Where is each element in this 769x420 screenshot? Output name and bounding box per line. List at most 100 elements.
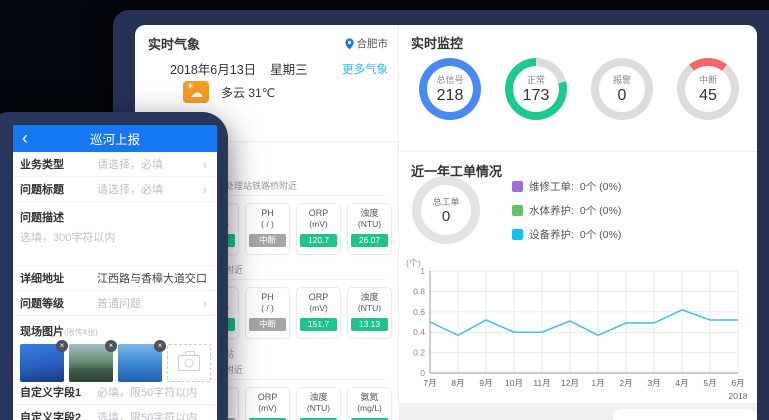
ring-label: 中断 bbox=[698, 75, 717, 85]
address-label: 详细地址 bbox=[20, 273, 64, 285]
sensor-name: PH bbox=[261, 292, 274, 302]
sensor-value-badge: 13.13 bbox=[351, 318, 388, 331]
sensor-card-ORP: ORP (mV) 151.7 bbox=[296, 287, 341, 339]
legend-value: 0个 (0%) bbox=[579, 181, 622, 193]
photo-thumbnail[interactable]: × bbox=[20, 340, 68, 382]
remove-photo-icon[interactable]: × bbox=[154, 340, 166, 352]
city-selector[interactable]: 合肥市 bbox=[344, 36, 389, 51]
legend-label: 维修工单: bbox=[529, 181, 574, 193]
remove-photo-icon[interactable]: × bbox=[105, 340, 117, 352]
ring-value: 218 bbox=[436, 87, 464, 104]
legend-row: 水体养护: 0个 (0%) bbox=[512, 203, 621, 218]
photos-label: 现场图片(限传4张) bbox=[20, 326, 98, 338]
sensor-value-badge: 120.7 bbox=[300, 234, 337, 247]
form-row-issue-title[interactable]: 问题标题 请选择，必填 › bbox=[13, 177, 217, 202]
form-row-custom1[interactable]: 自定义字段1 必填，限50字符以内 bbox=[13, 380, 217, 405]
svg-text:5月: 5月 bbox=[703, 378, 716, 388]
photo-thumbnail[interactable]: × bbox=[118, 340, 166, 382]
svg-text:0.2: 0.2 bbox=[413, 348, 425, 358]
workorders-total-donut: 总工单 0 bbox=[412, 176, 480, 244]
form-row-level[interactable]: 问题等级 普通问题 › bbox=[13, 291, 217, 316]
sensor-name: ORP bbox=[308, 292, 329, 302]
svg-text:10月: 10月 bbox=[505, 378, 523, 388]
weather-date: 2018年6月13日 bbox=[170, 63, 257, 77]
sensor-name: ORP bbox=[257, 392, 278, 402]
camera-icon bbox=[178, 351, 200, 371]
monitoring-title: 实时监控 bbox=[411, 36, 464, 51]
app-title: 巡河上报 bbox=[89, 133, 140, 147]
location-pin-icon bbox=[344, 37, 354, 50]
city-label: 合肥市 bbox=[356, 38, 389, 50]
sensor-value-badge: 中断 bbox=[249, 318, 286, 331]
legend-label: 设备养护: bbox=[529, 229, 574, 241]
custom2-placeholder: 选填，限50字符以内 bbox=[97, 412, 198, 420]
weather-weekday: 星期三 bbox=[270, 63, 308, 77]
svg-text:11月: 11月 bbox=[533, 378, 550, 388]
custom2-label: 自定义字段2 bbox=[20, 412, 82, 420]
business-type-placeholder: 请选择，必填 bbox=[97, 159, 163, 171]
svg-text:1月: 1月 bbox=[591, 378, 604, 388]
sensor-value-badge: 中断 bbox=[249, 234, 286, 247]
legend-row: 维修工单: 0个 (0%) bbox=[512, 179, 621, 194]
weather-condition-icon: ☀ ☁ bbox=[183, 81, 209, 103]
sensor-card-氨氮: 氨氮 (mg/L) 2.47 bbox=[347, 387, 392, 420]
workorders-title: 近一年工单情况 bbox=[411, 164, 503, 179]
ring-center: 中断 45 bbox=[685, 66, 731, 112]
form-row-business-type[interactable]: 业务类型 请选择，必填 › bbox=[13, 152, 217, 177]
station-rule bbox=[148, 379, 385, 380]
sensor-card-ORP: ORP (mV) 91.44 bbox=[245, 387, 290, 420]
legend-value: 0个 (0%) bbox=[579, 205, 622, 217]
form-row-address[interactable]: 详细地址 江西路与香樟大道交口 bbox=[13, 266, 217, 291]
ring-label: 报警 bbox=[612, 75, 631, 85]
sensor-unit: (NTU) bbox=[306, 403, 331, 413]
sensor-name: 浊度 bbox=[360, 292, 379, 302]
weather-divider bbox=[135, 141, 398, 142]
photo-thumbnail[interactable]: × bbox=[69, 340, 117, 382]
svg-text:1: 1 bbox=[420, 266, 425, 276]
ring-center: 报警 0 bbox=[599, 66, 645, 112]
station-rule bbox=[148, 279, 385, 280]
chevron-right-icon: › bbox=[202, 295, 207, 311]
ring-label: 总信号 bbox=[436, 75, 464, 85]
business-type-label: 业务类型 bbox=[20, 159, 64, 171]
workorders-total-label: 总工单 bbox=[432, 197, 460, 207]
ring-center: 正常 173 bbox=[513, 66, 559, 112]
sensor-unit: (NTU) bbox=[357, 219, 382, 229]
back-button[interactable]: ‹ bbox=[22, 127, 28, 148]
station-title: 附近 bbox=[225, 265, 244, 275]
ring-value: 0 bbox=[617, 87, 627, 104]
sensor-unit: (mV) bbox=[309, 303, 328, 313]
svg-text:9月: 9月 bbox=[479, 378, 492, 388]
add-photo-button[interactable] bbox=[167, 344, 211, 382]
workorders-legend: 维修工单: 0个 (0%) 水体养护: 0个 (0%) 设备养护: 0个 (0%… bbox=[512, 179, 621, 242]
form-row-description[interactable]: 问题描述 选填，300字符以内 bbox=[13, 202, 217, 266]
phone-overlay: ‹ 巡河上报 业务类型 请选择，必填 › 问题标题 请选择，必填 › 问题描述 … bbox=[0, 112, 228, 420]
chart-unit-label: (个) bbox=[406, 258, 421, 268]
svg-text:0.6: 0.6 bbox=[413, 307, 425, 317]
svg-text:6月: 6月 bbox=[731, 378, 744, 388]
legend-color-swatch bbox=[512, 181, 523, 192]
svg-text:12月: 12月 bbox=[561, 378, 579, 388]
sensor-card-浊度: 浊度 (NTU) 26.07 bbox=[347, 203, 392, 255]
weather-temperature: 31℃ bbox=[248, 85, 276, 100]
sensor-name: 氨氮 bbox=[360, 392, 379, 402]
monitor-ring-报警: 报警 0 bbox=[591, 58, 653, 120]
more-weather-link[interactable]: 更多气象 bbox=[342, 63, 388, 76]
monitoring-rings: 总信号 218 正常 173 报警 0 中断 45 bbox=[419, 58, 739, 120]
legend-color-swatch bbox=[512, 229, 523, 240]
sensor-card-浊度: 浊度 (NTU) 13.86 bbox=[296, 387, 341, 420]
sensor-card-PH: PH ( / ) 中断 bbox=[245, 203, 290, 255]
legend-value: 0个 (0%) bbox=[579, 229, 622, 241]
sensor-unit: ( / ) bbox=[261, 219, 274, 229]
monitor-ring-中断: 中断 45 bbox=[677, 58, 739, 120]
chevron-right-icon: › bbox=[202, 156, 207, 172]
form-row-custom2[interactable]: 自定义字段2 选填，限50字符以内 bbox=[13, 405, 217, 420]
ring-center: 总信号 218 bbox=[427, 66, 473, 112]
legend-color-swatch bbox=[512, 205, 523, 216]
chevron-right-icon: › bbox=[202, 181, 207, 197]
app-header: ‹ 巡河上报 bbox=[13, 125, 217, 152]
sensor-name: PH bbox=[261, 208, 274, 218]
remove-photo-icon[interactable]: × bbox=[56, 340, 68, 352]
sensor-card-浊度: 浊度 (NTU) 13.13 bbox=[347, 287, 392, 339]
monitor-ring-正常: 正常 173 bbox=[505, 58, 567, 120]
